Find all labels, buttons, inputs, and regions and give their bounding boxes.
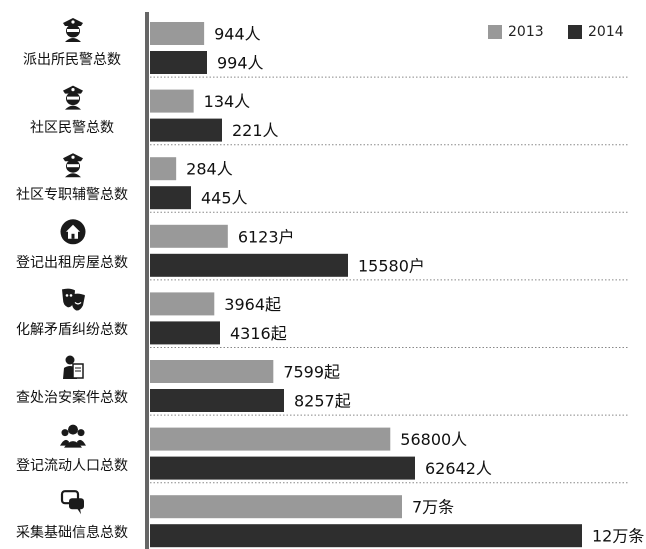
category-label: 采集基础信息总数 [16,525,128,542]
legend-label-2014: 2014 [588,24,624,40]
legend-item-2014: 2014 [568,24,624,40]
bar-2013 [150,495,402,519]
bar-2014 [150,51,207,74]
category-label: 登记出租房屋总数 [16,254,128,271]
bar-2013 [150,224,228,248]
chat-bubbles-icon [60,490,84,515]
bar-2013 [150,89,194,113]
data-label-2013: 3964起 [224,295,281,314]
bar-2014 [150,321,220,345]
officer-writing-icon [63,355,84,379]
category-label: 化解矛盾纠纷总数 [16,322,128,339]
theater-masks-icon [62,288,85,311]
legend-label-2013: 2013 [508,24,544,40]
legend-item-2013: 2013 [488,24,544,40]
data-label-2013: 6123户 [238,227,295,246]
bar-2014 [150,389,284,412]
data-label-2014: 8257起 [294,392,351,411]
bar-2013 [150,157,177,181]
data-label-2014: 12万条 [592,527,644,546]
category-label: 社区民警总数 [30,119,114,136]
bar-2013 [150,427,391,451]
data-label-2014: 445人 [201,189,248,208]
legend-swatch-2013 [488,25,502,39]
data-label-2014: 221人 [232,121,279,140]
house-icon [60,219,86,245]
police-officer-icon [63,85,83,110]
bar-2013 [150,360,274,383]
data-label-2014: 4316起 [230,324,287,343]
data-label-2013: 7万条 [412,498,454,517]
bar-2014 [150,524,582,548]
data-label-2013: 7599起 [283,363,340,382]
bar-2014 [150,118,222,142]
category-label: 社区专职辅警总数 [16,187,128,204]
data-label-2014: 15580户 [358,256,425,275]
category-label: 登记流动人口总数 [16,457,128,474]
category-label: 派出所民警总数 [23,52,121,68]
bar-2014 [150,253,348,277]
bar-2014 [150,186,191,210]
category-label: 查处治安案件总数 [16,390,128,406]
data-label-2014: 62642人 [425,459,492,478]
legend-swatch-2014 [568,25,582,39]
people-group-icon [60,424,86,448]
data-label-2013: 56800人 [400,430,467,449]
data-label-2013: 134人 [204,92,251,111]
data-label-2013: 284人 [186,160,233,179]
police-officer-icon [63,153,83,178]
police-officer-icon [63,18,83,42]
bar-2014 [150,456,415,480]
bar-2013 [150,292,215,316]
data-label-2013: 944人 [214,25,261,44]
bar-2013 [150,22,205,45]
data-label-2014: 994人 [217,54,264,73]
